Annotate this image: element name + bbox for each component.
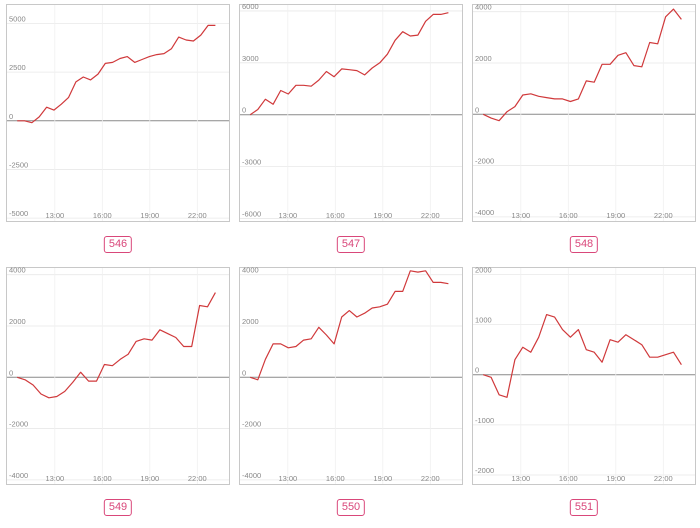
y-tick-label: 2000	[475, 54, 492, 63]
y-tick-label: -4000	[9, 471, 28, 480]
x-tick-label: 13:00	[278, 474, 297, 483]
chart-id-badge[interactable]: 551	[569, 499, 599, 516]
chart-frame	[472, 267, 696, 485]
chart-id-badge[interactable]: 548	[569, 236, 599, 253]
chart-panel-548: 4000 2000 0 -2000 -4000 13:00 16:00 19:00 22:00 5…	[472, 3, 696, 256]
chart-id-badge[interactable]: 550	[336, 499, 366, 516]
x-tick-label: 19:00	[606, 474, 625, 483]
y-tick-label: 2000	[9, 317, 26, 326]
chart-panel-547: 6000 3000 0 -3000 -6000 13:00 16:00 19:00 22:00 5…	[239, 2, 463, 256]
chart-id-badge[interactable]: 547	[336, 236, 366, 253]
y-tick-label: -2000	[242, 420, 261, 429]
x-tick-label: 22:00	[188, 474, 207, 483]
x-tick-label: 19:00	[140, 211, 159, 220]
y-tick-label: 0	[242, 106, 246, 115]
chart-svg: 4000 2000 0 -2000 -4000 13:00 16:00 19:00 22:00	[472, 3, 696, 222]
y-tick-label: 4000	[242, 266, 259, 275]
chart-svg: 4000 2000 0 -2000 -4000 13:00 16:00 19:00 22:00	[239, 266, 463, 485]
chart-id-badge[interactable]: 549	[103, 499, 133, 516]
chart-svg: 2000 1000 0 -1000 -2000 13:00 16:00 19:00 22:00	[472, 266, 696, 485]
chart-frame	[239, 267, 463, 485]
x-tick-label: 19:00	[373, 211, 392, 220]
y-tick-label: 0	[9, 368, 13, 377]
y-tick-label: -6000	[242, 210, 261, 219]
series-line	[250, 270, 449, 381]
y-tick-label: 1000	[475, 316, 492, 325]
x-tick-label: 19:00	[606, 211, 625, 220]
chart-frame	[6, 4, 230, 222]
chart-svg: 4000 2000 0 -2000 -4000 13:00 16:00 19:00 22:00	[6, 266, 230, 485]
chart-frame	[239, 4, 463, 222]
x-tick-label: 13:00	[511, 474, 530, 483]
x-tick-label: 13:00	[278, 211, 297, 220]
y-tick-label: -3000	[242, 158, 261, 167]
x-tick-label: 16:00	[559, 211, 578, 220]
chart-frame	[6, 267, 230, 485]
series-line	[249, 12, 449, 116]
x-tick-label: 19:00	[373, 474, 392, 483]
x-tick-label: 22:00	[654, 474, 673, 483]
y-tick-label: 4000	[9, 266, 26, 275]
series-line	[17, 292, 216, 399]
y-tick-label: -5000	[9, 209, 28, 218]
y-tick-label: -4000	[242, 471, 261, 480]
chart-panel-549: 4000 2000 0 -2000 -4000 13:00 16:00 19:00 22:00 5…	[6, 266, 230, 519]
chart-panel-550: 4000 2000 0 -2000 -4000 13:00 16:00 19:00 22:00 5…	[239, 266, 463, 519]
y-tick-label: 2000	[475, 266, 492, 275]
y-tick-label: -2000	[9, 420, 28, 429]
x-tick-label: 16:00	[93, 474, 112, 483]
chart-svg: 6000 3000 0 -3000 -6000 13:00 16:00 19:00 22:00	[239, 2, 463, 222]
series-line	[483, 313, 682, 398]
x-tick-label: 13:00	[45, 211, 64, 220]
y-tick-label: 0	[9, 112, 13, 121]
x-tick-label: 16:00	[559, 474, 578, 483]
y-tick-label: 4000	[475, 3, 492, 12]
y-tick-label: 0	[475, 366, 479, 375]
series-line	[17, 24, 216, 124]
chart-id-badge[interactable]: 546	[103, 236, 133, 253]
y-tick-label: 6000	[242, 2, 259, 11]
y-tick-label: 3000	[242, 54, 259, 63]
y-tick-label: 2000	[242, 317, 259, 326]
y-tick-label: -1000	[475, 416, 494, 425]
chart-svg: 5000 2500 0 -2500 -5000 13:00 16:00 19:00 22:00	[6, 4, 230, 222]
y-tick-label: 0	[242, 368, 246, 377]
y-tick-label: -4000	[475, 208, 494, 217]
y-tick-label: 5000	[9, 14, 26, 23]
x-tick-label: 16:00	[326, 474, 345, 483]
x-tick-label: 22:00	[654, 211, 673, 220]
chart-panel-551: 2000 1000 0 -1000 -2000 13:00 16:00 19:00 22:00 5…	[472, 266, 696, 519]
y-tick-label: -2000	[475, 157, 494, 166]
chart-panel-546: 5000 2500 0 -2500 -5000 13:00 16:00 19:00 22:00 5…	[6, 4, 230, 256]
series-line	[482, 8, 682, 122]
y-tick-label: -2000	[475, 466, 494, 475]
x-tick-label: 13:00	[45, 474, 64, 483]
y-tick-label: 0	[475, 105, 479, 114]
x-tick-label: 19:00	[140, 474, 159, 483]
x-tick-label: 13:00	[511, 211, 530, 220]
x-tick-label: 16:00	[93, 211, 112, 220]
x-tick-label: 22:00	[188, 211, 207, 220]
y-tick-label: 2500	[9, 63, 26, 72]
x-tick-label: 22:00	[421, 474, 440, 483]
y-tick-label: -2500	[9, 160, 28, 169]
x-tick-label: 16:00	[326, 211, 345, 220]
x-tick-label: 22:00	[421, 211, 440, 220]
